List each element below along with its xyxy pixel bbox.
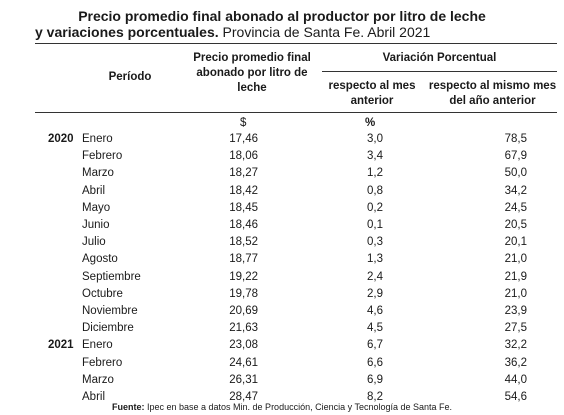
row-precio: 18,27: [229, 167, 258, 180]
row-precio: 18,52: [229, 236, 258, 249]
row-var-anio: 20,5: [504, 219, 527, 231]
row-var-mes: 0,3: [367, 236, 383, 249]
row-var-mes: 2,9: [367, 287, 383, 300]
footnote-label: Fuente:: [111, 402, 145, 412]
row-month: Febrero: [82, 150, 123, 163]
row-month: Abril: [82, 391, 106, 403]
row-precio: 18,77: [229, 253, 258, 266]
row-var-anio: 78,5: [504, 133, 527, 145]
row-var-mes: 0,2: [367, 201, 383, 214]
row-month: Junio: [82, 219, 110, 231]
row-precio: 26,31: [229, 373, 258, 386]
row-precio: 18,42: [229, 184, 258, 197]
row-precio: 20,69: [229, 305, 258, 317]
row-month: Marzo: [82, 373, 114, 386]
row-var-mes: 0,8: [367, 184, 383, 197]
row-month: Octubre: [82, 287, 123, 300]
row-precio: 18,46: [229, 219, 258, 231]
header-periodo: Período: [108, 71, 152, 83]
row-var-anio: 50,0: [504, 167, 527, 180]
row-var-mes: 4,5: [367, 322, 383, 335]
title-bold-part: y variaciones porcentuales.: [35, 24, 219, 40]
row-var-anio: 21,0: [504, 287, 527, 300]
row-var-anio: 54,6: [504, 391, 527, 403]
row-year: 2020: [48, 133, 74, 145]
row-precio: 24,61: [229, 356, 258, 369]
row-var-anio: 44,0: [504, 373, 527, 386]
row-var-anio: 23,9: [504, 305, 527, 317]
row-var-anio: 27,5: [504, 322, 527, 335]
row-var-mes: 8,2: [367, 391, 383, 403]
row-var-mes: 3,4: [367, 150, 383, 163]
header-precio: Precio promedio final abonado por litro …: [193, 52, 311, 94]
row-month: Mayo: [82, 201, 111, 214]
row-precio: 19,22: [229, 270, 258, 283]
row-month: Enero: [82, 339, 113, 352]
footnote: Fuente: Ipec en base a datos Min. de Pro…: [0, 402, 564, 412]
row-var-anio: 34,2: [504, 184, 527, 197]
row-var-mes: 1,2: [367, 167, 383, 180]
row-month: Enero: [82, 133, 113, 145]
row-var-anio: 20,1: [504, 236, 527, 249]
row-var-mes: 3,0: [367, 133, 383, 145]
row-var-mes: 0,1: [367, 219, 383, 231]
row-var-anio: 36,2: [504, 356, 527, 369]
row-precio: 21,63: [229, 322, 258, 335]
row-var-anio: 67,9: [504, 150, 527, 163]
header-anio-anterior: respecto al mismo mes del año anterior: [428, 80, 557, 107]
row-precio: 23,08: [229, 339, 258, 352]
row-var-anio: 24,5: [504, 201, 527, 214]
title-regular-part: Provincia de Santa Fe. Abril 2021: [218, 24, 431, 40]
variacion-rule: [322, 71, 557, 72]
table-title-line1: Precio promedio final abonado al product…: [78, 8, 486, 24]
row-year: 2021: [48, 339, 74, 352]
row-precio: 18,06: [229, 150, 258, 163]
row-month: Diciembre: [82, 322, 134, 335]
table-title-line2: y variaciones porcentuales. Provincia de…: [35, 24, 430, 40]
row-var-anio: 32,2: [504, 339, 527, 352]
row-month: Abril: [82, 184, 106, 197]
row-month: Marzo: [82, 167, 114, 180]
row-month: Septiembre: [82, 270, 141, 283]
header-mes-anterior: respecto al mes anterior: [328, 80, 416, 107]
row-var-mes: 4,6: [367, 305, 383, 317]
unit-pct: %: [365, 117, 376, 129]
row-month: Agosto: [82, 253, 118, 266]
row-var-anio: 21,0: [504, 253, 527, 266]
row-month: Julio: [82, 236, 106, 249]
header-bottom-rule: [35, 112, 557, 113]
row-precio: 17,46: [229, 133, 258, 145]
row-precio: 18,45: [229, 201, 258, 214]
row-precio: 28,47: [229, 391, 258, 403]
header-variacion: Variación Porcentual: [382, 52, 497, 64]
row-var-mes: 2,4: [367, 270, 383, 283]
unit-precio: $: [240, 117, 247, 129]
row-var-mes: 6,7: [367, 339, 383, 352]
top-rule: [35, 43, 557, 44]
row-var-mes: 6,6: [367, 356, 383, 369]
row-month: Febrero: [82, 356, 123, 369]
row-precio: 19,78: [229, 287, 258, 300]
row-var-anio: 21,9: [504, 270, 527, 283]
row-month: Noviembre: [82, 305, 138, 317]
row-var-mes: 1,3: [367, 253, 383, 266]
footnote-text: Ipec en base a datos Min. de Producción,…: [144, 402, 453, 412]
row-var-mes: 6,9: [367, 373, 383, 386]
